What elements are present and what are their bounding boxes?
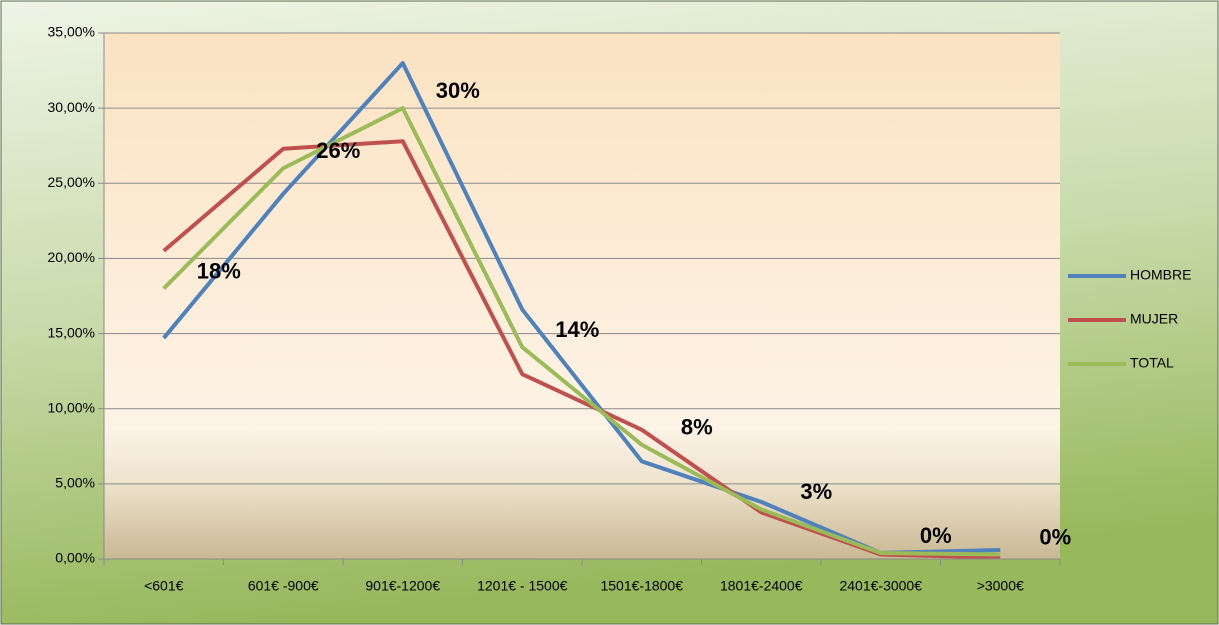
y-tick-label: 35,00%: [48, 24, 95, 40]
y-tick-label: 20,00%: [48, 249, 95, 265]
series-line: [162, 106, 1001, 557]
x-tick-label: <601€: [144, 578, 184, 594]
data-label: 26%: [316, 138, 360, 163]
plot-area: [104, 33, 1060, 559]
data-label: 0%: [1039, 524, 1071, 549]
x-tick-label: >3000€: [977, 578, 1024, 594]
x-tick-label: 1501€-1800€: [600, 578, 683, 594]
legend-label: HOMBRE: [1130, 267, 1191, 283]
x-tick-label: 601€ -900€: [248, 578, 319, 594]
y-tick-label: 10,00%: [48, 399, 95, 415]
y-tick-label: 5,00%: [55, 475, 95, 491]
x-tick-label: 1801€-2400€: [720, 578, 803, 594]
data-label: 0%: [920, 523, 952, 548]
data-label: 18%: [197, 258, 241, 283]
legend-label: TOTAL: [1130, 355, 1174, 371]
data-label: 8%: [681, 415, 713, 440]
data-label: 14%: [555, 317, 599, 342]
x-tick-label: 2401€-3000€: [839, 578, 922, 594]
x-tick-label: 1201€ - 1500€: [477, 578, 568, 594]
x-tick-label: 901€-1200€: [365, 578, 440, 594]
legend-label: MUJER: [1130, 311, 1178, 327]
data-label: 30%: [436, 78, 480, 103]
y-tick-label: 25,00%: [48, 174, 95, 190]
y-tick-label: 30,00%: [48, 99, 95, 115]
data-label: 3%: [800, 479, 832, 504]
y-tick-label: 0,00%: [55, 550, 95, 566]
y-tick-label: 15,00%: [48, 324, 95, 340]
